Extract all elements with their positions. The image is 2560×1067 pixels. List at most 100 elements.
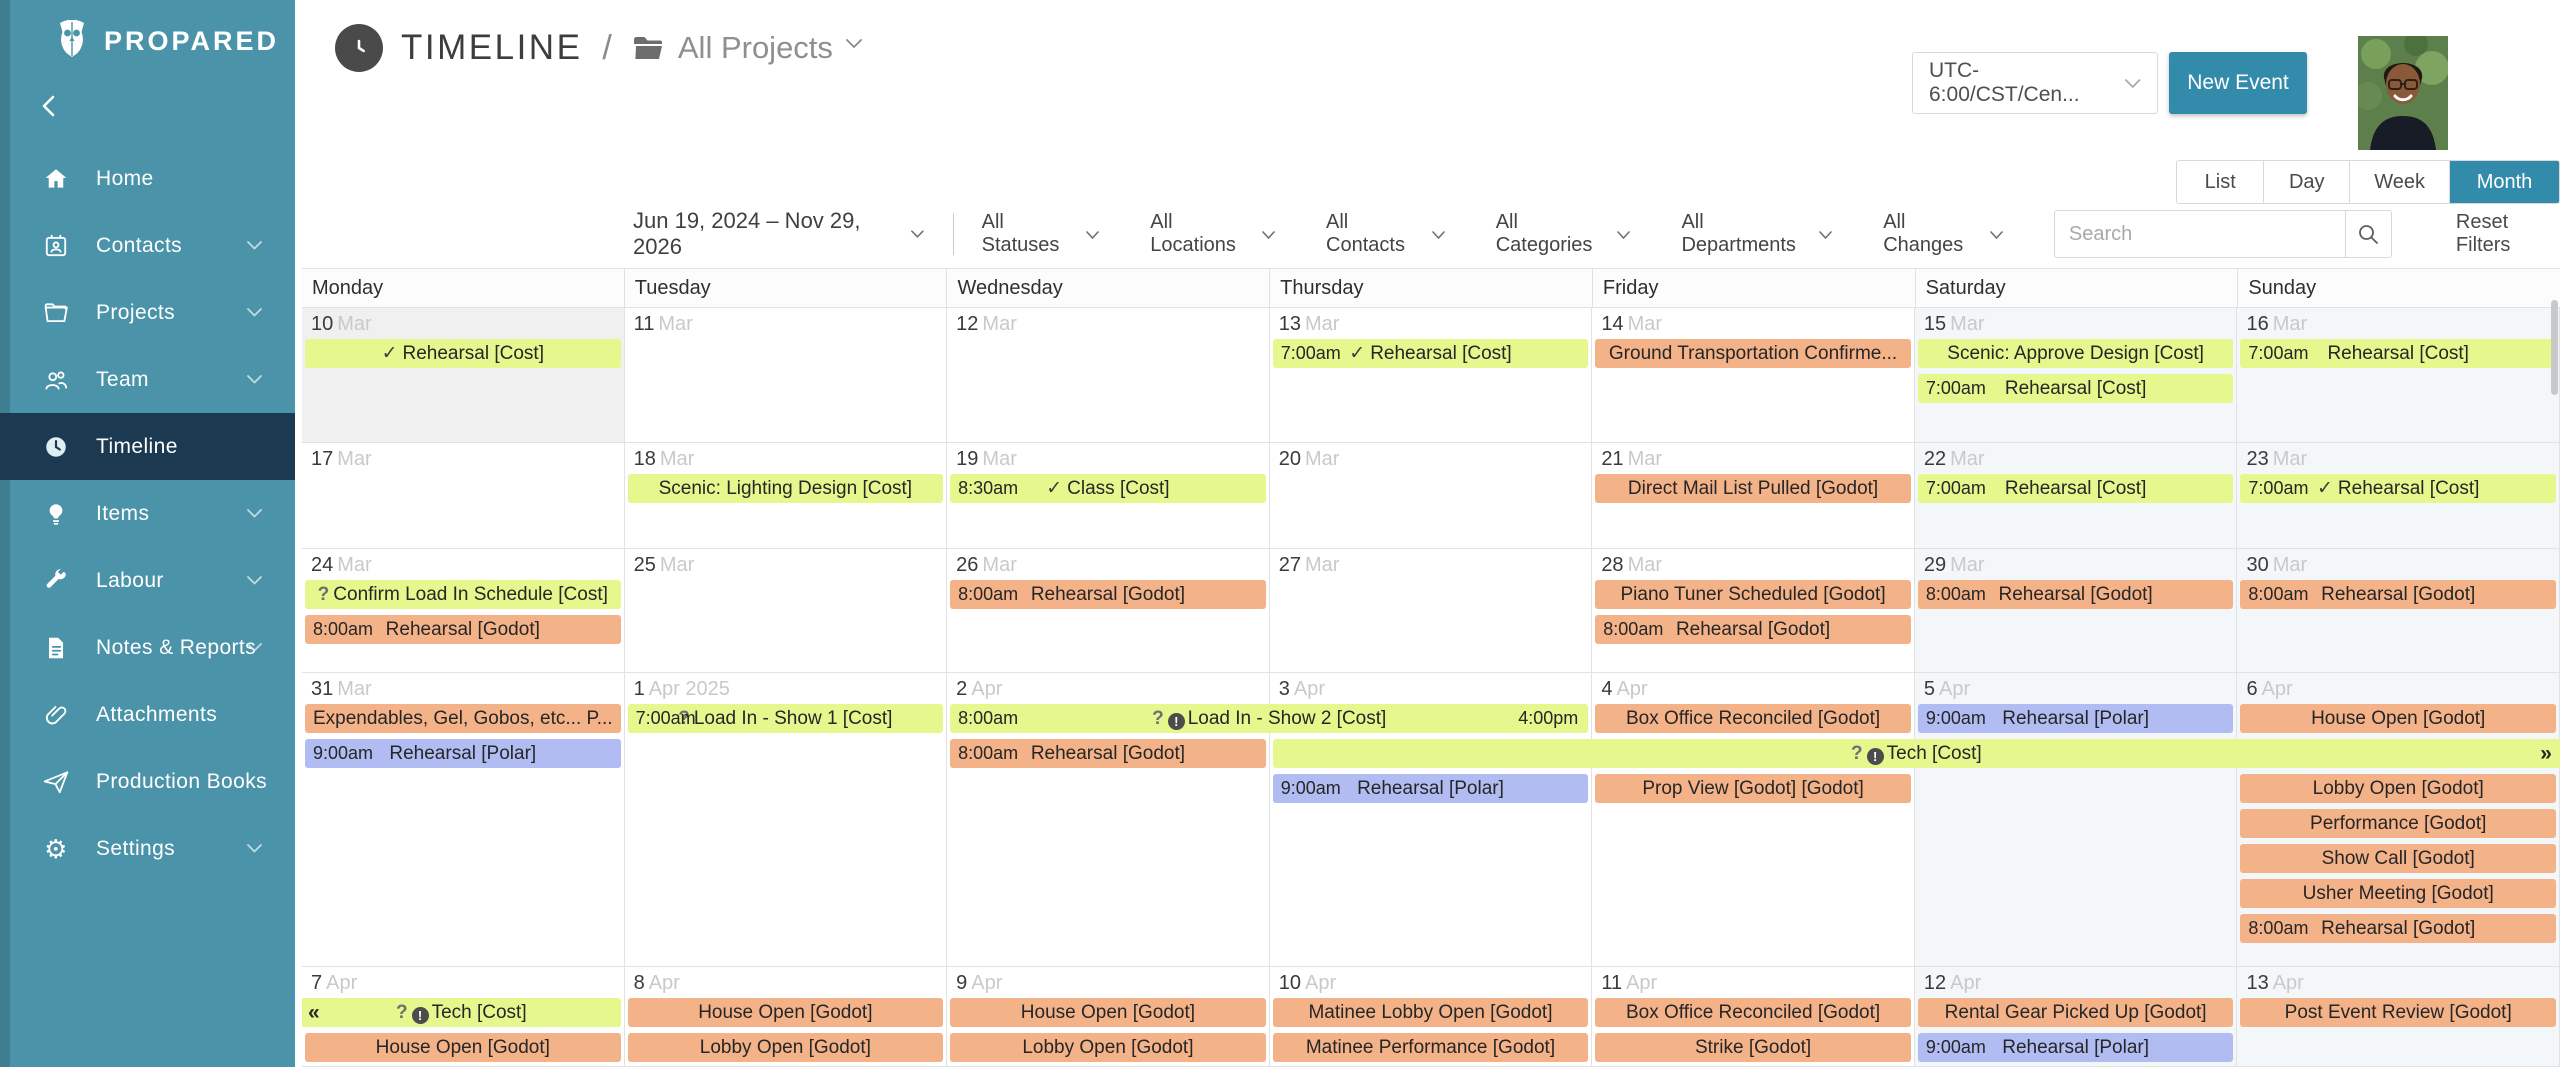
day-cell[interactable]: 13 Mar xyxy=(1270,308,1593,442)
calendar-event[interactable]: Strike [Godot] xyxy=(1595,1033,1911,1062)
calendar-event[interactable]: Lobby Open [Godot] xyxy=(950,1033,1266,1062)
calendar-event[interactable]: Direct Mail List Pulled [Godot] xyxy=(1595,474,1911,503)
day-cell[interactable]: 10 Apr xyxy=(1270,967,1593,1066)
calendar-event[interactable]: ✓ Rehearsal [Cost] xyxy=(305,339,621,368)
reset-filters-button[interactable]: Reset Filters xyxy=(2455,211,2511,256)
sidebar-item-labour[interactable]: Labour xyxy=(0,547,295,614)
date-range-filter[interactable]: Jun 19, 2024 – Nov 29, 2026 xyxy=(633,208,925,260)
calendar-event[interactable]: Prop View [Godot] [Godot] xyxy=(1595,774,1911,803)
calendar-event[interactable]: Usher Meeting [Godot] xyxy=(2240,879,2556,908)
day-cell[interactable]: 31 Mar xyxy=(302,673,625,966)
view-button-week[interactable]: Week xyxy=(2349,161,2449,203)
calendar-event[interactable]: House Open [Godot] xyxy=(950,998,1266,1027)
calendar-event[interactable]: «?! Tech [Cost] xyxy=(302,998,621,1027)
project-selector[interactable]: All Projects xyxy=(677,30,833,65)
calendar-event[interactable]: Piano Tuner Scheduled [Godot] xyxy=(1595,580,1911,609)
calendar-event[interactable]: Rehearsal [Godot] 8:00am xyxy=(950,580,1266,609)
day-cell[interactable]: 18 Mar xyxy=(625,443,948,548)
day-cell[interactable]: 4 Apr xyxy=(1592,673,1915,966)
calendar-event[interactable]: Rehearsal [Godot] 8:00am xyxy=(1917,580,2234,609)
day-cell[interactable]: 9 Apr xyxy=(947,967,1270,1066)
day-cell[interactable]: 17 Mar xyxy=(302,443,625,548)
calendar-event[interactable]: ✓ Class [Cost] 8:30am xyxy=(950,474,1266,503)
calendar-event[interactable]: Rehearsal [Godot] 8:00am xyxy=(305,615,621,644)
calendar-event[interactable]: ? Confirm Load In Schedule [Cost] xyxy=(305,580,621,609)
day-cell[interactable]: 2 Apr xyxy=(947,673,1270,966)
sidebar-item-home[interactable]: Home xyxy=(0,145,295,212)
calendar-event[interactable]: Rehearsal [Godot] 8:00am xyxy=(950,739,1266,768)
calendar-event[interactable]: Performance [Godot] xyxy=(2240,809,2556,838)
project-chevron-down-icon[interactable] xyxy=(845,38,863,49)
filter-all-categories[interactable]: All Categories xyxy=(1496,211,1632,257)
calendar-event[interactable]: Matinee Performance [Godot] xyxy=(1272,1033,1589,1062)
calendar-event[interactable]: Post Event Review [Godot] xyxy=(2240,998,2556,1027)
view-button-day[interactable]: Day xyxy=(2263,161,2350,203)
calendar-event[interactable]: Rehearsal [Cost] 7:00am xyxy=(2240,339,2556,368)
calendar-event[interactable]: Expendables, Gel, Gobos, etc... P... xyxy=(305,704,621,733)
calendar-event[interactable]: Rehearsal [Polar] 9:00am xyxy=(305,739,621,768)
search-icon[interactable] xyxy=(2344,211,2391,257)
timezone-select[interactable]: UTC-6:00/CST/Cen... xyxy=(1912,52,2158,114)
filter-all-departments[interactable]: All Departments xyxy=(1681,211,1833,257)
search-input[interactable] xyxy=(2054,222,2345,246)
calendar-event[interactable]: Rehearsal [Godot] 8:00am xyxy=(1595,615,1911,644)
calendar-event[interactable]: ? Load In - Show 1 [Cost] 7:00am xyxy=(627,704,944,733)
day-cell[interactable]: 10 Mar xyxy=(302,308,625,442)
calendar-event[interactable]: Lobby Open [Godot] xyxy=(627,1033,944,1062)
day-cell[interactable]: 1 Apr 2025 xyxy=(625,673,948,966)
sidebar-item-team[interactable]: Team xyxy=(0,346,295,413)
day-cell[interactable]: 14 Mar xyxy=(1592,308,1915,442)
calendar-event[interactable]: Rehearsal [Godot] 8:00am xyxy=(2240,580,2556,609)
calendar-event[interactable]: ✓ Rehearsal [Cost] 7:00am xyxy=(1272,339,1589,368)
calendar-event[interactable]: Rehearsal [Cost] 7:00am xyxy=(1917,474,2234,503)
calendar-event[interactable]: Rehearsal [Cost] 7:00am xyxy=(1917,374,2234,403)
calendar-event[interactable]: Scenic: Approve Design [Cost] xyxy=(1917,339,2234,368)
day-cell[interactable]: 11 Mar xyxy=(625,308,948,442)
calendar-event[interactable]: Lobby Open [Godot] xyxy=(2240,774,2556,803)
sidebar-item-settings[interactable]: ⚙ Settings xyxy=(0,815,295,882)
calendar-event[interactable]: Rehearsal [Polar] 9:00am xyxy=(1917,704,2234,733)
day-cell[interactable]: 8 Apr xyxy=(625,967,948,1066)
calendar-event[interactable]: Rehearsal [Polar] 9:00am xyxy=(1272,774,1589,803)
sidebar-item-notes-reports[interactable]: Notes & Reports xyxy=(0,614,295,681)
calendar-event[interactable]: Box Office Reconciled [Godot] xyxy=(1595,704,1911,733)
day-cell[interactable]: 25 Mar xyxy=(625,549,948,672)
day-cell[interactable]: 16 Mar xyxy=(2237,308,2560,442)
sidebar-item-timeline[interactable]: Timeline xyxy=(0,413,295,480)
day-cell[interactable]: 11 Apr xyxy=(1592,967,1915,1066)
view-button-month[interactable]: Month xyxy=(2449,161,2559,203)
calendar-event[interactable]: Rehearsal [Polar] 9:00am xyxy=(1917,1033,2234,1062)
view-button-list[interactable]: List xyxy=(2177,161,2264,203)
calendar-event[interactable]: Matinee Lobby Open [Godot] xyxy=(1272,998,1589,1027)
day-cell[interactable]: 20 Mar xyxy=(1270,443,1593,548)
day-cell[interactable]: 7 Apr xyxy=(302,967,625,1066)
calendar-event[interactable]: House Open [Godot] xyxy=(2240,704,2556,733)
user-avatar[interactable] xyxy=(2358,36,2448,150)
day-cell[interactable]: 3 Apr xyxy=(1270,673,1593,966)
day-cell[interactable]: 28 Mar xyxy=(1592,549,1915,672)
filter-all-statuses[interactable]: All Statuses xyxy=(982,211,1101,257)
calendar-event[interactable]: ?! Tech [Cost] » xyxy=(1272,739,2560,768)
sidebar-item-contacts[interactable]: Contacts xyxy=(0,212,295,279)
day-cell[interactable]: 30 Mar xyxy=(2237,549,2560,672)
sidebar-item-projects[interactable]: Projects xyxy=(0,279,295,346)
calendar-event[interactable]: House Open [Godot] xyxy=(627,998,944,1027)
calendar-event[interactable]: Scenic: Lighting Design [Cost] xyxy=(627,474,944,503)
new-event-button[interactable]: New Event xyxy=(2169,52,2307,114)
day-cell[interactable]: 26 Mar xyxy=(947,549,1270,672)
calendar-event[interactable]: Show Call [Godot] xyxy=(2240,844,2556,873)
filter-all-locations[interactable]: All Locations xyxy=(1150,211,1276,257)
calendar-event[interactable]: House Open [Godot] xyxy=(305,1033,621,1062)
sidebar-item-items[interactable]: Items xyxy=(0,480,295,547)
sidebar-collapse-button[interactable] xyxy=(40,93,66,119)
filter-all-contacts[interactable]: All Contacts xyxy=(1326,211,1446,257)
calendar-event[interactable]: Rehearsal [Godot] 8:00am xyxy=(2240,914,2556,943)
day-cell[interactable]: 12 Mar xyxy=(947,308,1270,442)
scrollbar-thumb[interactable] xyxy=(2551,300,2558,395)
day-cell[interactable]: 27 Mar xyxy=(1270,549,1593,672)
sidebar-item-attachments[interactable]: Attachments xyxy=(0,681,295,748)
sidebar-item-production-books[interactable]: Production Books xyxy=(0,748,295,815)
day-cell[interactable]: 19 Mar xyxy=(947,443,1270,548)
day-cell[interactable]: 24 Mar xyxy=(302,549,625,672)
day-cell[interactable]: 29 Mar xyxy=(1914,549,2238,672)
